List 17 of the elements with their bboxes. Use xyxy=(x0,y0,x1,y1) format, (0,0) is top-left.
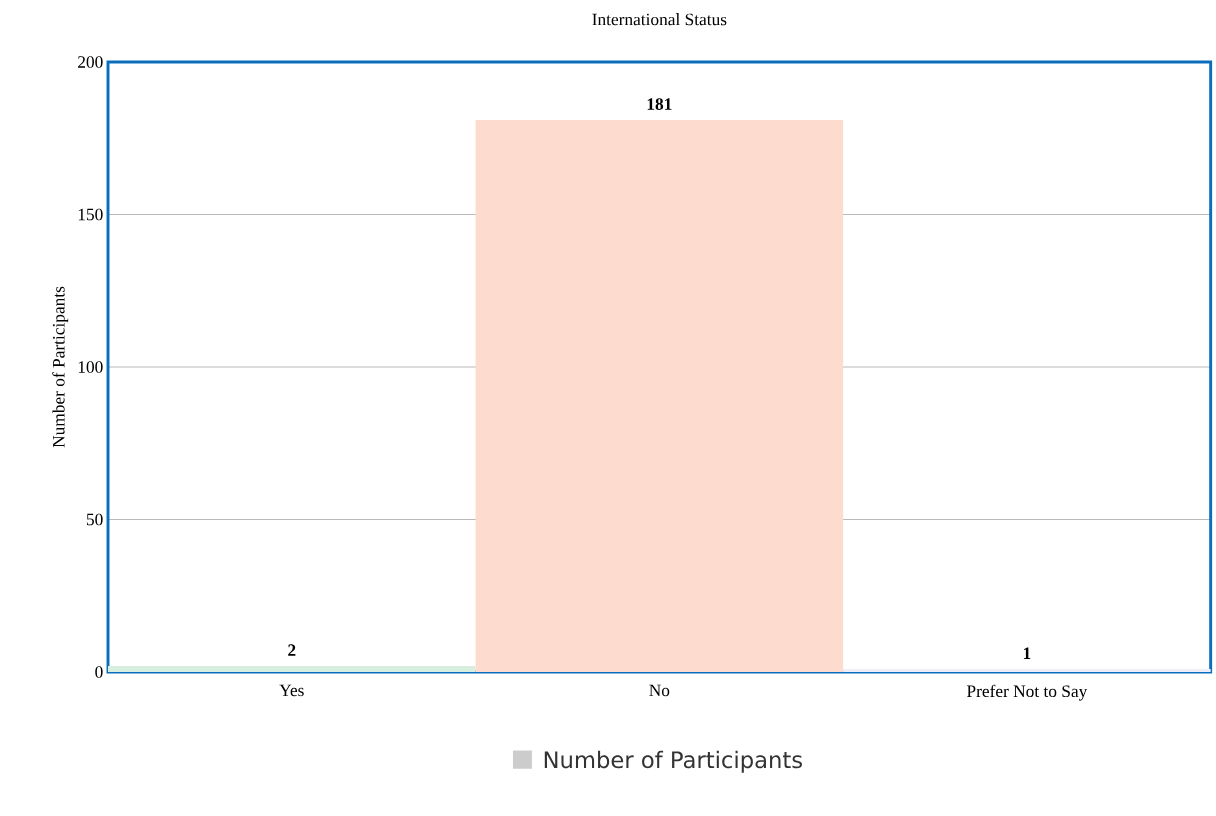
x-tick-label: No xyxy=(649,684,670,697)
bar xyxy=(843,668,1211,672)
chart-title: International Status xyxy=(592,13,727,26)
y-tick-label: 100 xyxy=(78,361,103,373)
y-tick-label: 200 xyxy=(78,56,103,68)
data-label: 1 xyxy=(1023,647,1031,659)
y-tick-label: 50 xyxy=(86,513,103,526)
bar xyxy=(108,665,476,672)
y-axis-title: Number of Participants xyxy=(52,286,69,448)
bar xyxy=(475,119,844,672)
data-label: 2 xyxy=(288,644,296,656)
y-tick-label: 0 xyxy=(95,666,103,678)
x-tick-label: Yes xyxy=(279,684,304,697)
data-label: 181 xyxy=(647,98,672,110)
y-tick-label: 150 xyxy=(78,208,103,221)
x-tick-label: Prefer Not to Say xyxy=(966,684,1088,701)
text: Number of Participants xyxy=(544,750,802,773)
